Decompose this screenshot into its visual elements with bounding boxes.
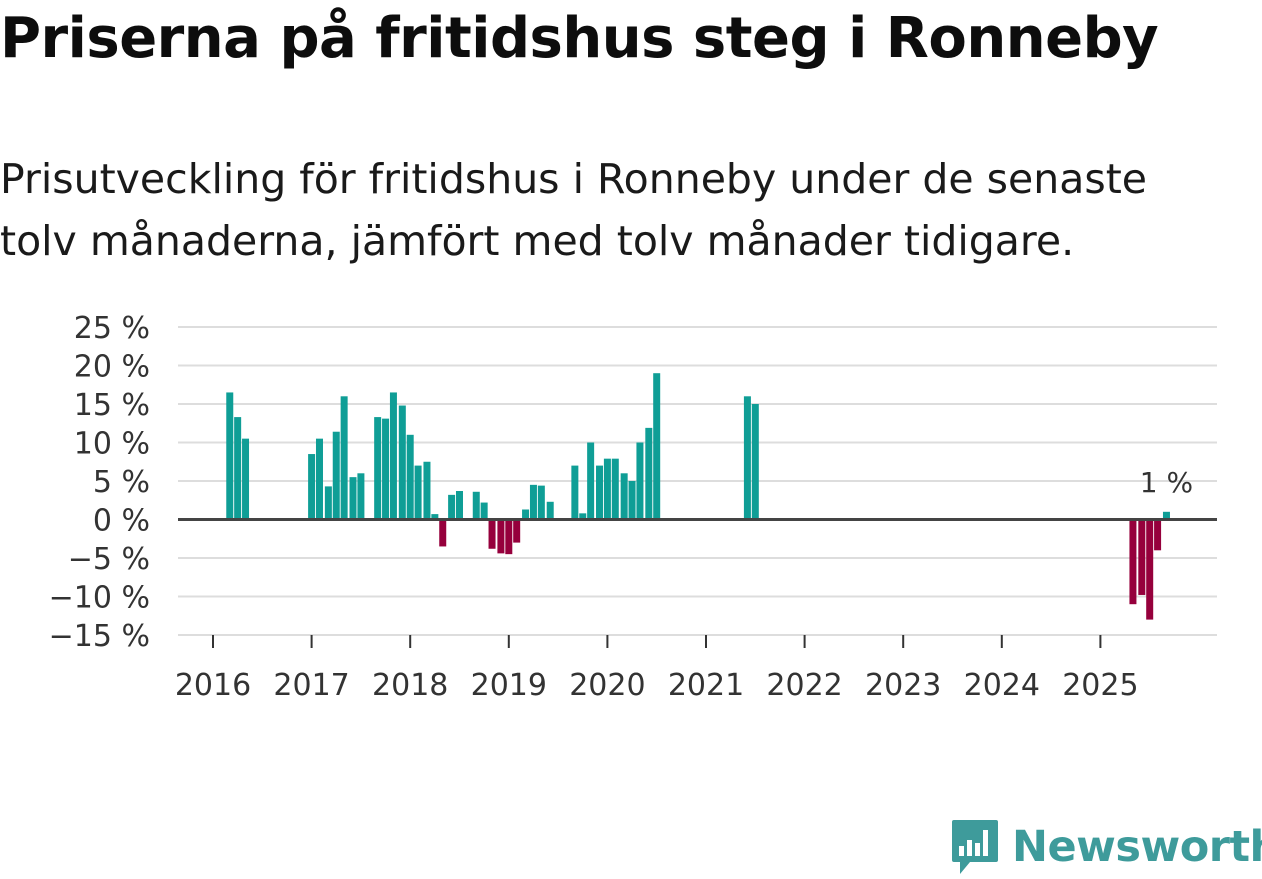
bar <box>579 513 587 520</box>
bar <box>546 501 554 520</box>
newsworthy-logo-icon <box>952 820 998 874</box>
y-tick-label: 25 % <box>74 311 150 346</box>
annotations: 1 % <box>1140 466 1193 499</box>
bar <box>751 404 759 520</box>
bar <box>315 438 323 520</box>
x-tick-label: 2018 <box>372 668 448 703</box>
bar <box>505 519 513 555</box>
chart-title: Priserna på fritidshus steg i Ronneby <box>0 6 1159 71</box>
bar <box>324 486 332 520</box>
x-tick-label: 2022 <box>766 668 842 703</box>
bar <box>480 502 488 520</box>
bar <box>522 509 530 520</box>
bar <box>1138 519 1146 595</box>
bar <box>645 427 653 520</box>
bar <box>472 491 480 520</box>
newsworthy-logo: Newsworthy <box>950 818 1262 876</box>
annotation-label: 1 % <box>1140 466 1193 499</box>
bar <box>382 418 390 520</box>
x-tick-label: 2019 <box>471 668 547 703</box>
bar <box>398 405 406 520</box>
bar <box>1146 519 1154 620</box>
x-tick-label: 2023 <box>865 668 941 703</box>
bar <box>587 442 595 520</box>
bar <box>406 434 414 520</box>
bar <box>596 465 604 520</box>
bar <box>743 396 751 520</box>
bar <box>349 477 357 520</box>
bar <box>653 373 661 520</box>
bar <box>332 431 340 520</box>
bar <box>340 396 348 520</box>
y-tick-label: 10 % <box>74 427 150 462</box>
bar-chart: 25 % 20 %15 % 10 %5 % 0 %−5 % −10 %−15 % 201… <box>49 311 1217 703</box>
bar <box>513 519 521 543</box>
bar <box>423 461 431 520</box>
bar <box>628 481 636 520</box>
bar <box>1129 519 1137 605</box>
bar <box>497 519 505 554</box>
x-tick-label: 2021 <box>668 668 744 703</box>
y-tick-label: −15 % <box>49 619 150 654</box>
bar <box>448 494 456 520</box>
bars <box>226 373 1170 620</box>
bar <box>308 454 316 520</box>
x-axis: 2016 2017 2018 2019 2020 2021 2022 2023 2024 2025 <box>175 635 1139 703</box>
bar <box>1154 519 1162 551</box>
bar <box>389 392 397 520</box>
y-tick-label: 20 % <box>74 350 150 385</box>
bar <box>611 458 619 520</box>
bar <box>226 392 234 520</box>
bar <box>357 473 365 520</box>
y-tick-label: 0 % <box>93 504 150 539</box>
bar <box>439 519 447 547</box>
y-tick-label: 15 % <box>74 388 150 423</box>
subtitle-line-1: Prisutveckling för fritidshus i Ronneby … <box>0 155 1147 203</box>
bar <box>242 438 250 520</box>
chart-subtitle: Prisutveckling för fritidshus i Ronneby … <box>0 148 1240 272</box>
bar <box>431 514 439 520</box>
bar <box>488 519 496 549</box>
x-tick-label: 2016 <box>175 668 251 703</box>
subtitle-line-2: tolv månaderna, jämfört med tolv månader… <box>0 217 1075 265</box>
bar <box>374 417 382 520</box>
x-tick-label: 2020 <box>569 668 645 703</box>
y-tick-label: −10 % <box>49 581 150 616</box>
bar <box>571 465 579 520</box>
bar <box>456 491 463 520</box>
bar <box>414 465 422 520</box>
brand-name: Newsworthy <box>1012 822 1262 872</box>
y-tick-label: −5 % <box>68 542 150 577</box>
y-axis: 25 % 20 %15 % 10 %5 % 0 %−5 % −10 %−15 % <box>49 311 150 654</box>
x-tick-label: 2025 <box>1062 668 1138 703</box>
bar <box>636 442 644 520</box>
bar <box>1162 511 1170 520</box>
x-tick-label: 2017 <box>273 668 349 703</box>
bar <box>234 417 242 520</box>
x-tick-label: 2024 <box>964 668 1040 703</box>
y-tick-label: 5 % <box>93 465 150 500</box>
bar <box>537 485 545 520</box>
bar <box>620 473 628 520</box>
bar <box>529 484 537 520</box>
bar <box>603 458 611 520</box>
